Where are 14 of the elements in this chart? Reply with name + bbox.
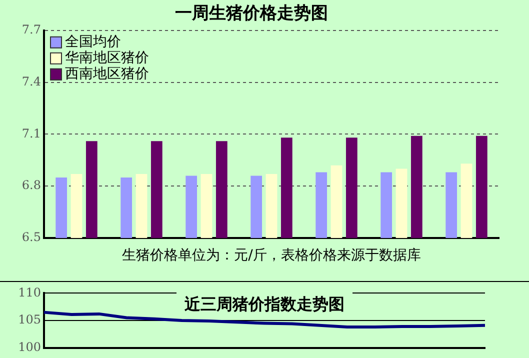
y-tick-label: 6.5: [22, 230, 41, 244]
y-tick-label: 105: [18, 312, 41, 327]
y-tick-label: 110: [18, 285, 41, 300]
y-tick-label: 6.8: [22, 178, 41, 192]
legend-label: 西南地区猪价: [65, 66, 149, 82]
legend-label: 华南地区猪价: [65, 50, 149, 66]
chart-title: 一周生猪价格走势图: [175, 4, 328, 24]
y-tick-label: 7.4: [22, 74, 42, 88]
chart-title: 近三周猪价指数走势图: [184, 294, 344, 314]
y-tick-label: 100: [18, 340, 41, 354]
legend-label: 全国均价: [65, 34, 121, 50]
text: 生猪价格单位为：元/斤，表格价格来源于数据库: [122, 248, 421, 264]
y-tick-label: 7.1: [22, 126, 41, 140]
y-tick-label: 7.7: [22, 22, 41, 37]
